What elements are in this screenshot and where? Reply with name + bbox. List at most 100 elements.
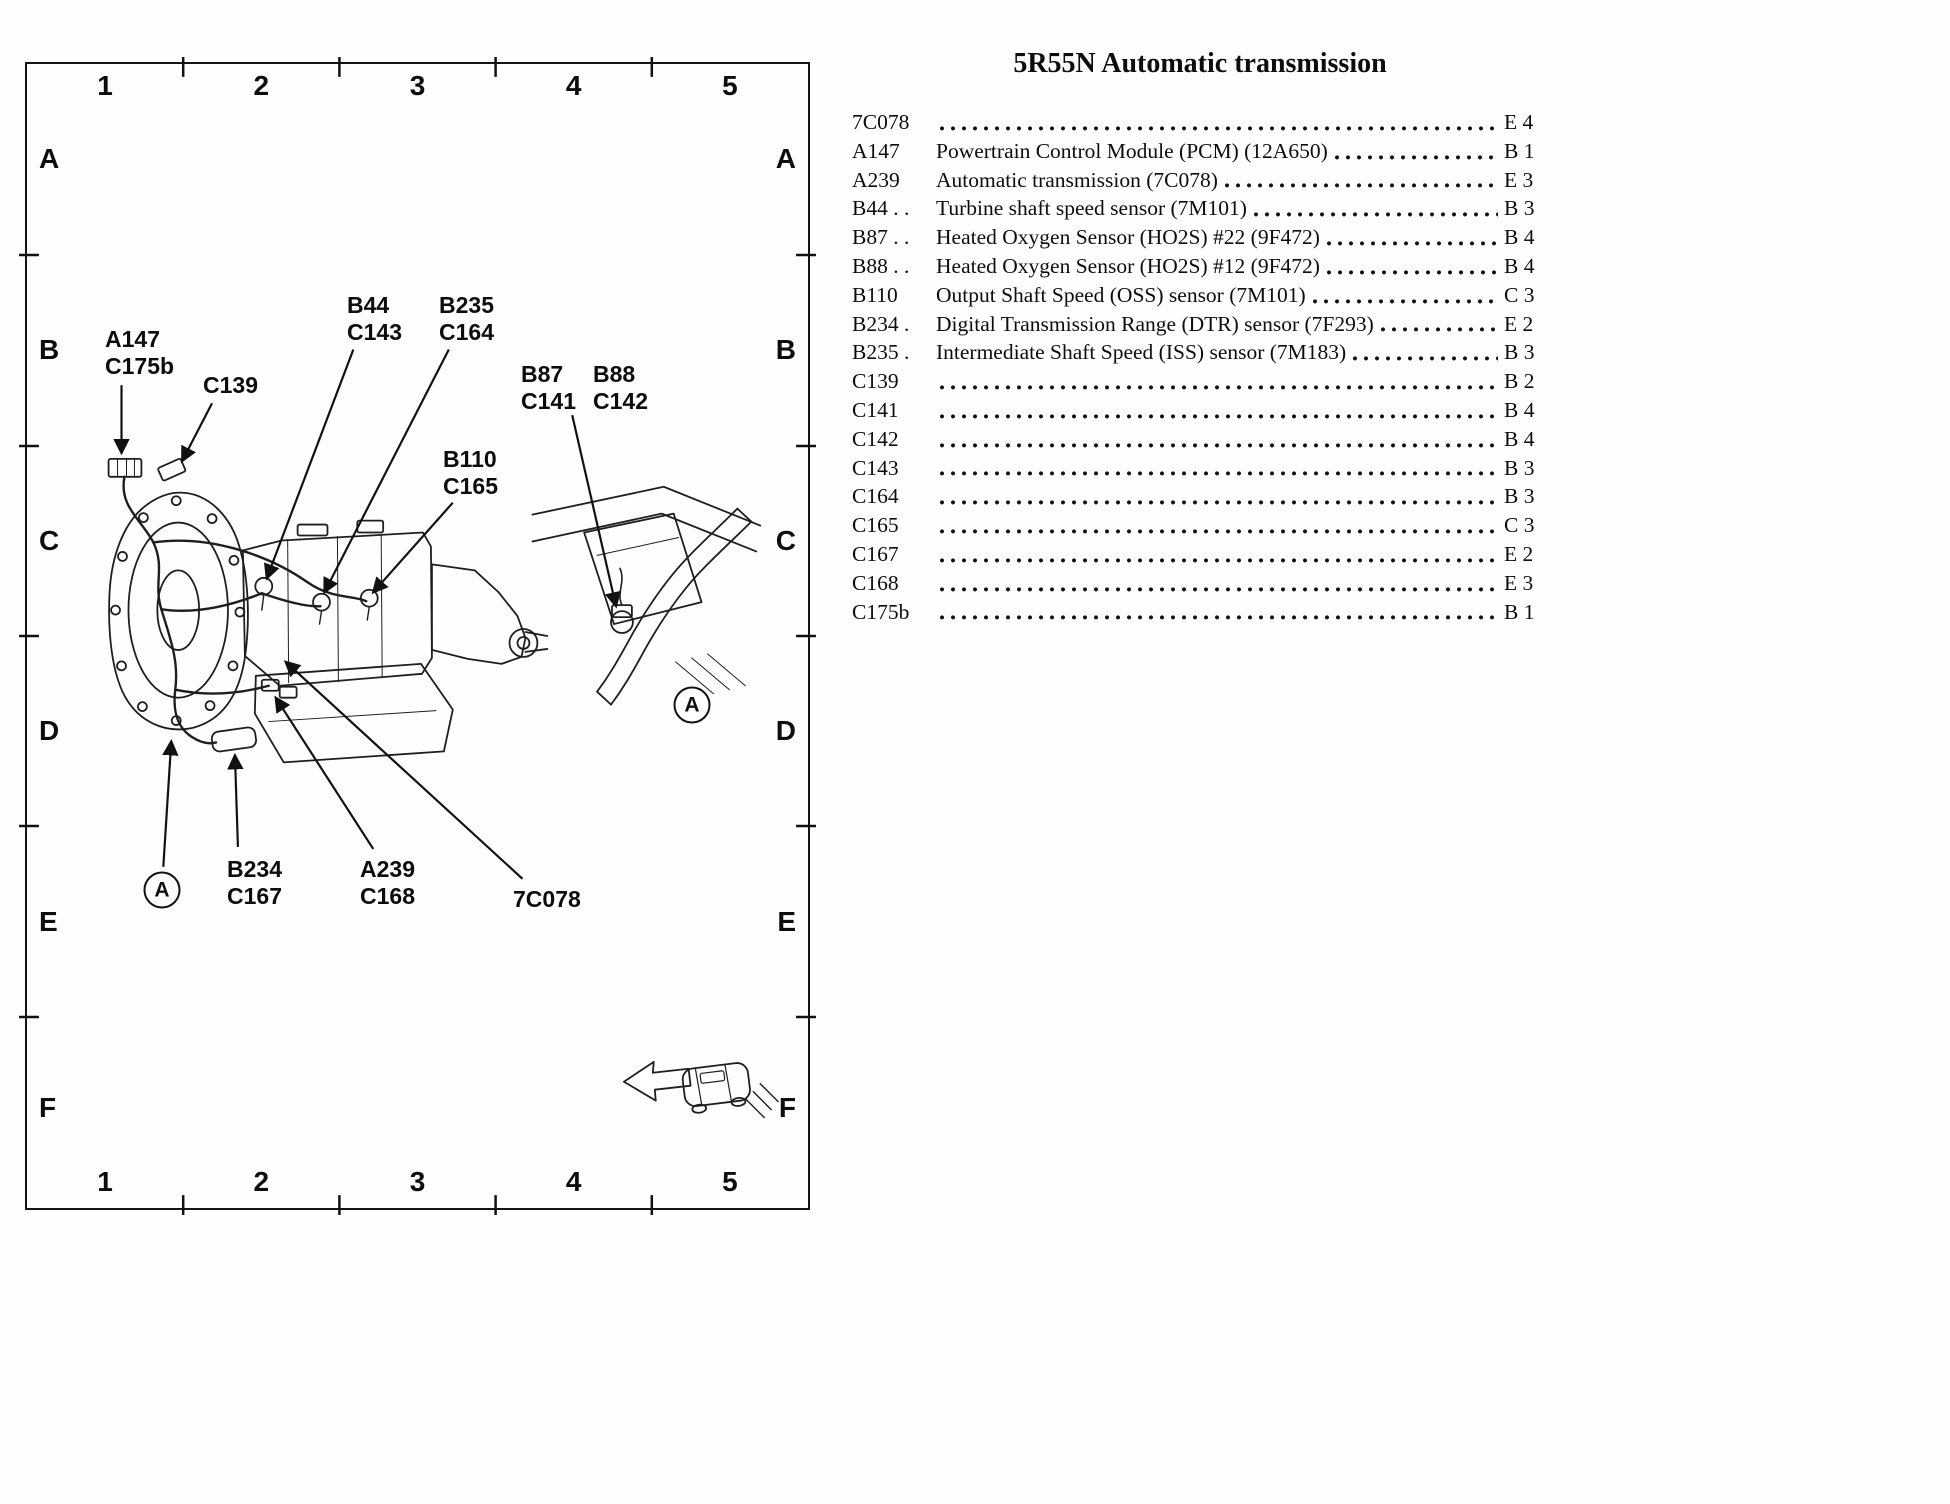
legend-code: B88 . . [852, 253, 910, 278]
exhaust-pipe [596, 507, 753, 706]
legend-code: C168 [852, 570, 899, 595]
legend-desc: Turbine shaft speed sensor (7M101) [936, 196, 1247, 221]
legend-leader-dots [1379, 315, 1498, 336]
legend-code: B87 . . [852, 225, 910, 250]
legend-code: B44 . . [852, 196, 910, 221]
legend-leader-dots [939, 372, 1498, 393]
legend-row: B235 . Intermediate Shaft Speed (ISS) se… [852, 338, 1548, 367]
callout-line: C143 [347, 319, 402, 345]
legend-leader-dots [939, 430, 1498, 451]
callout-b44-c143: B44 C143 [347, 292, 402, 346]
transmission-diagram-svg [19, 56, 816, 1216]
leader-line [227, 752, 244, 847]
legend-ref: B 3 [1504, 196, 1535, 221]
legend-row: C164 B 3 [852, 482, 1548, 511]
leader-line [371, 501, 454, 595]
callout-line: C141 [521, 388, 576, 414]
grid-row-label: D [775, 715, 796, 747]
grid-col-label: 3 [409, 70, 426, 101]
pcm-connector [107, 458, 143, 478]
legend-leader-dots [1252, 200, 1498, 221]
callout-line: B44 [347, 292, 390, 318]
callout-c139: C139 [203, 372, 258, 399]
tail-housing [431, 563, 549, 665]
leader-line [274, 695, 375, 850]
grid-row-label: C [39, 524, 60, 556]
legend-code: C175b [852, 599, 910, 624]
turbine-speed-sensor [254, 576, 274, 596]
grid-row-label: F [778, 1092, 796, 1124]
legend-leader-dots [1352, 344, 1498, 365]
legend-code: 7C078 [852, 110, 910, 134]
legend-code: C143 [852, 455, 899, 480]
legend-ref: B 1 [1504, 599, 1535, 624]
legend-ref: B 3 [1504, 484, 1535, 509]
callout-7c078: 7C078 [513, 886, 581, 913]
grid-row-label: A [39, 143, 60, 175]
grid-row-label: C [775, 524, 796, 556]
legend-list: 7C078 E 4 A147 Powertrain Control Module… [852, 108, 1548, 626]
callout-line: C175b [105, 353, 175, 379]
legend-row: C167 E 2 [852, 540, 1548, 569]
legend-leader-dots [939, 603, 1498, 624]
legend-panel: 5R55N Automatic transmission 7C078 E 4 A… [852, 48, 1548, 626]
legend-leader-dots [939, 488, 1498, 509]
legend-ref: B 1 [1504, 138, 1535, 163]
legend-code: C142 [852, 426, 899, 451]
c139-connector [157, 457, 187, 482]
grid-col-label: 4 [565, 1166, 582, 1197]
legend-leader-dots [939, 401, 1498, 422]
legend-code: A147 [852, 138, 900, 163]
legend-row: C142 B 4 [852, 425, 1548, 454]
vehicle-direction-icon [623, 1060, 779, 1119]
legend-row: C139 B 2 [852, 367, 1548, 396]
legend-row: A239 Automatic transmission (7C078) E 3 [852, 166, 1548, 195]
grid-row-label: D [39, 715, 60, 747]
legend-ref: B 3 [1504, 340, 1535, 365]
callout-line: 7C078 [513, 886, 581, 912]
legend-row: A147 Powertrain Control Module (PCM) (12… [852, 137, 1548, 166]
legend-leader-dots [939, 574, 1498, 595]
legend-desc: Output Shaft Speed (OSS) sensor (7M101) [936, 282, 1306, 307]
legend-row: 7C078 E 4 [852, 108, 1548, 137]
callout-b234-c167: B234 C167 [227, 856, 282, 910]
legend-row: B234 . Digital Transmission Range (DTR) … [852, 310, 1548, 339]
legend-ref: B 4 [1504, 253, 1535, 278]
legend-desc: Heated Oxygen Sensor (HO2S) #22 (9F472) [936, 225, 1320, 250]
callout-a239-c168: A239 C168 [360, 856, 415, 910]
oil-pan [253, 662, 454, 764]
legend-row: C168 E 3 [852, 569, 1548, 598]
leader-lines [113, 348, 621, 880]
legend-ref: E 4 [1504, 110, 1534, 134]
callout-line: B87 [521, 361, 564, 387]
grid-col-label: 5 [722, 70, 738, 101]
legend-ref: E 3 [1504, 167, 1534, 192]
grid-col-label: 1 [97, 70, 113, 101]
legend-row: C175b B 1 [852, 598, 1548, 627]
leader-line [181, 402, 214, 464]
legend-row: C141 B 4 [852, 396, 1548, 425]
callout-b235-c164: B235 C164 [439, 292, 494, 346]
callout-line: B235 [439, 292, 494, 318]
transmission-case [241, 519, 433, 687]
legend-leader-dots [939, 545, 1498, 566]
legend-ref: E 3 [1504, 570, 1534, 595]
legend-leader-dots [1333, 142, 1498, 163]
legend-code: C139 [852, 369, 899, 394]
grid-row-label: A [775, 143, 796, 175]
callout-line: A239 [360, 856, 415, 882]
legend-ref: B 2 [1504, 369, 1535, 394]
legend-ref: B 4 [1504, 225, 1535, 250]
legend-row: B110 Output Shaft Speed (OSS) sensor (7M… [852, 281, 1548, 310]
grid-row-label: E [39, 906, 58, 937]
legend-ref: B 3 [1504, 455, 1535, 480]
legend-leader-dots [1325, 228, 1498, 249]
callout-line: B88 [593, 361, 636, 387]
legend-row: B87 . . Heated Oxygen Sensor (HO2S) #22 … [852, 223, 1548, 252]
legend-code: C164 [852, 484, 899, 509]
callout-line: A147 [105, 326, 160, 352]
dtr-sensor [210, 726, 257, 753]
grid-col-label: 5 [722, 1166, 738, 1197]
detail-view [531, 485, 762, 706]
